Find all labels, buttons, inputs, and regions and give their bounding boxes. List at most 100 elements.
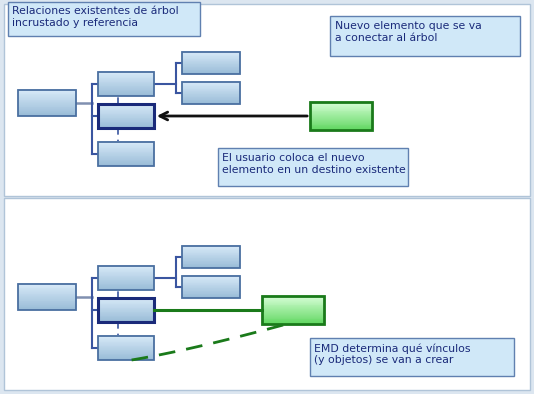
Bar xyxy=(182,82,240,104)
Bar xyxy=(182,295,240,297)
Bar xyxy=(262,313,324,315)
Bar xyxy=(98,278,154,280)
Bar xyxy=(98,146,154,148)
Bar xyxy=(18,113,76,114)
Bar xyxy=(262,322,324,323)
Bar xyxy=(18,297,76,299)
Bar xyxy=(98,312,154,314)
Bar xyxy=(262,305,324,307)
Bar xyxy=(98,123,154,125)
Bar xyxy=(310,124,372,125)
Bar xyxy=(182,85,240,87)
Bar xyxy=(182,280,240,281)
Bar xyxy=(182,96,240,97)
Bar xyxy=(18,90,76,116)
Bar xyxy=(310,107,372,108)
Bar xyxy=(182,94,240,95)
Bar xyxy=(18,108,76,110)
Bar xyxy=(18,299,76,301)
Bar xyxy=(18,112,76,113)
Bar xyxy=(98,349,154,350)
Bar xyxy=(182,296,240,298)
Bar xyxy=(18,288,76,289)
Bar xyxy=(98,355,154,357)
Bar xyxy=(182,278,240,280)
Bar xyxy=(98,347,154,349)
Bar xyxy=(98,142,154,166)
Bar xyxy=(98,359,154,360)
Bar xyxy=(98,269,154,271)
Bar xyxy=(182,255,240,257)
Bar xyxy=(98,341,154,342)
Bar xyxy=(98,336,154,360)
Bar xyxy=(98,106,154,108)
Bar xyxy=(182,258,240,259)
Bar xyxy=(98,346,154,348)
Bar xyxy=(98,163,154,164)
Bar xyxy=(98,268,154,269)
Bar xyxy=(98,112,154,113)
Bar xyxy=(182,265,240,266)
Bar xyxy=(98,113,154,115)
Bar xyxy=(182,247,240,249)
Bar xyxy=(182,52,240,74)
Bar xyxy=(182,282,240,283)
Bar xyxy=(262,298,324,300)
Bar xyxy=(310,123,372,125)
Bar xyxy=(98,345,154,346)
Bar xyxy=(98,303,154,305)
Bar xyxy=(182,92,240,94)
Bar xyxy=(262,318,324,320)
Bar xyxy=(182,263,240,264)
Bar xyxy=(98,109,154,110)
Bar xyxy=(98,342,154,344)
Bar xyxy=(98,80,154,82)
Bar xyxy=(182,290,240,292)
Bar xyxy=(98,353,154,354)
Bar xyxy=(18,101,76,103)
Bar xyxy=(18,100,76,102)
Bar xyxy=(98,338,154,339)
Bar xyxy=(98,152,154,154)
Bar xyxy=(182,91,240,92)
Bar xyxy=(18,102,76,104)
Bar xyxy=(262,307,324,308)
Bar xyxy=(182,289,240,291)
Bar xyxy=(98,299,154,301)
Bar xyxy=(98,148,154,149)
Bar xyxy=(182,264,240,265)
Bar xyxy=(98,319,154,320)
Bar xyxy=(98,320,154,322)
Bar xyxy=(18,93,76,95)
Bar xyxy=(310,120,372,122)
Bar xyxy=(182,261,240,263)
Bar xyxy=(98,335,154,337)
Bar xyxy=(310,109,372,110)
FancyBboxPatch shape xyxy=(8,2,200,36)
Bar xyxy=(310,111,372,112)
Bar xyxy=(98,311,154,312)
Bar xyxy=(262,320,324,321)
Bar xyxy=(98,93,154,95)
Bar xyxy=(18,106,76,107)
Bar xyxy=(310,113,372,115)
Bar xyxy=(98,90,154,92)
Bar xyxy=(98,87,154,89)
Bar xyxy=(310,108,372,110)
Bar xyxy=(98,89,154,91)
Bar xyxy=(182,292,240,294)
Bar xyxy=(18,111,76,113)
Bar xyxy=(98,143,154,145)
Bar xyxy=(182,62,240,64)
Bar xyxy=(98,304,154,305)
Text: El usuario coloca el nuevo
elemento en un destino existente: El usuario coloca el nuevo elemento en u… xyxy=(222,153,406,175)
Bar xyxy=(182,250,240,251)
Bar xyxy=(98,160,154,162)
Bar xyxy=(98,92,154,94)
Bar xyxy=(98,284,154,285)
Bar xyxy=(98,337,154,338)
Bar xyxy=(98,275,154,277)
Bar xyxy=(182,246,240,247)
Bar xyxy=(98,113,154,114)
Bar xyxy=(18,93,76,94)
